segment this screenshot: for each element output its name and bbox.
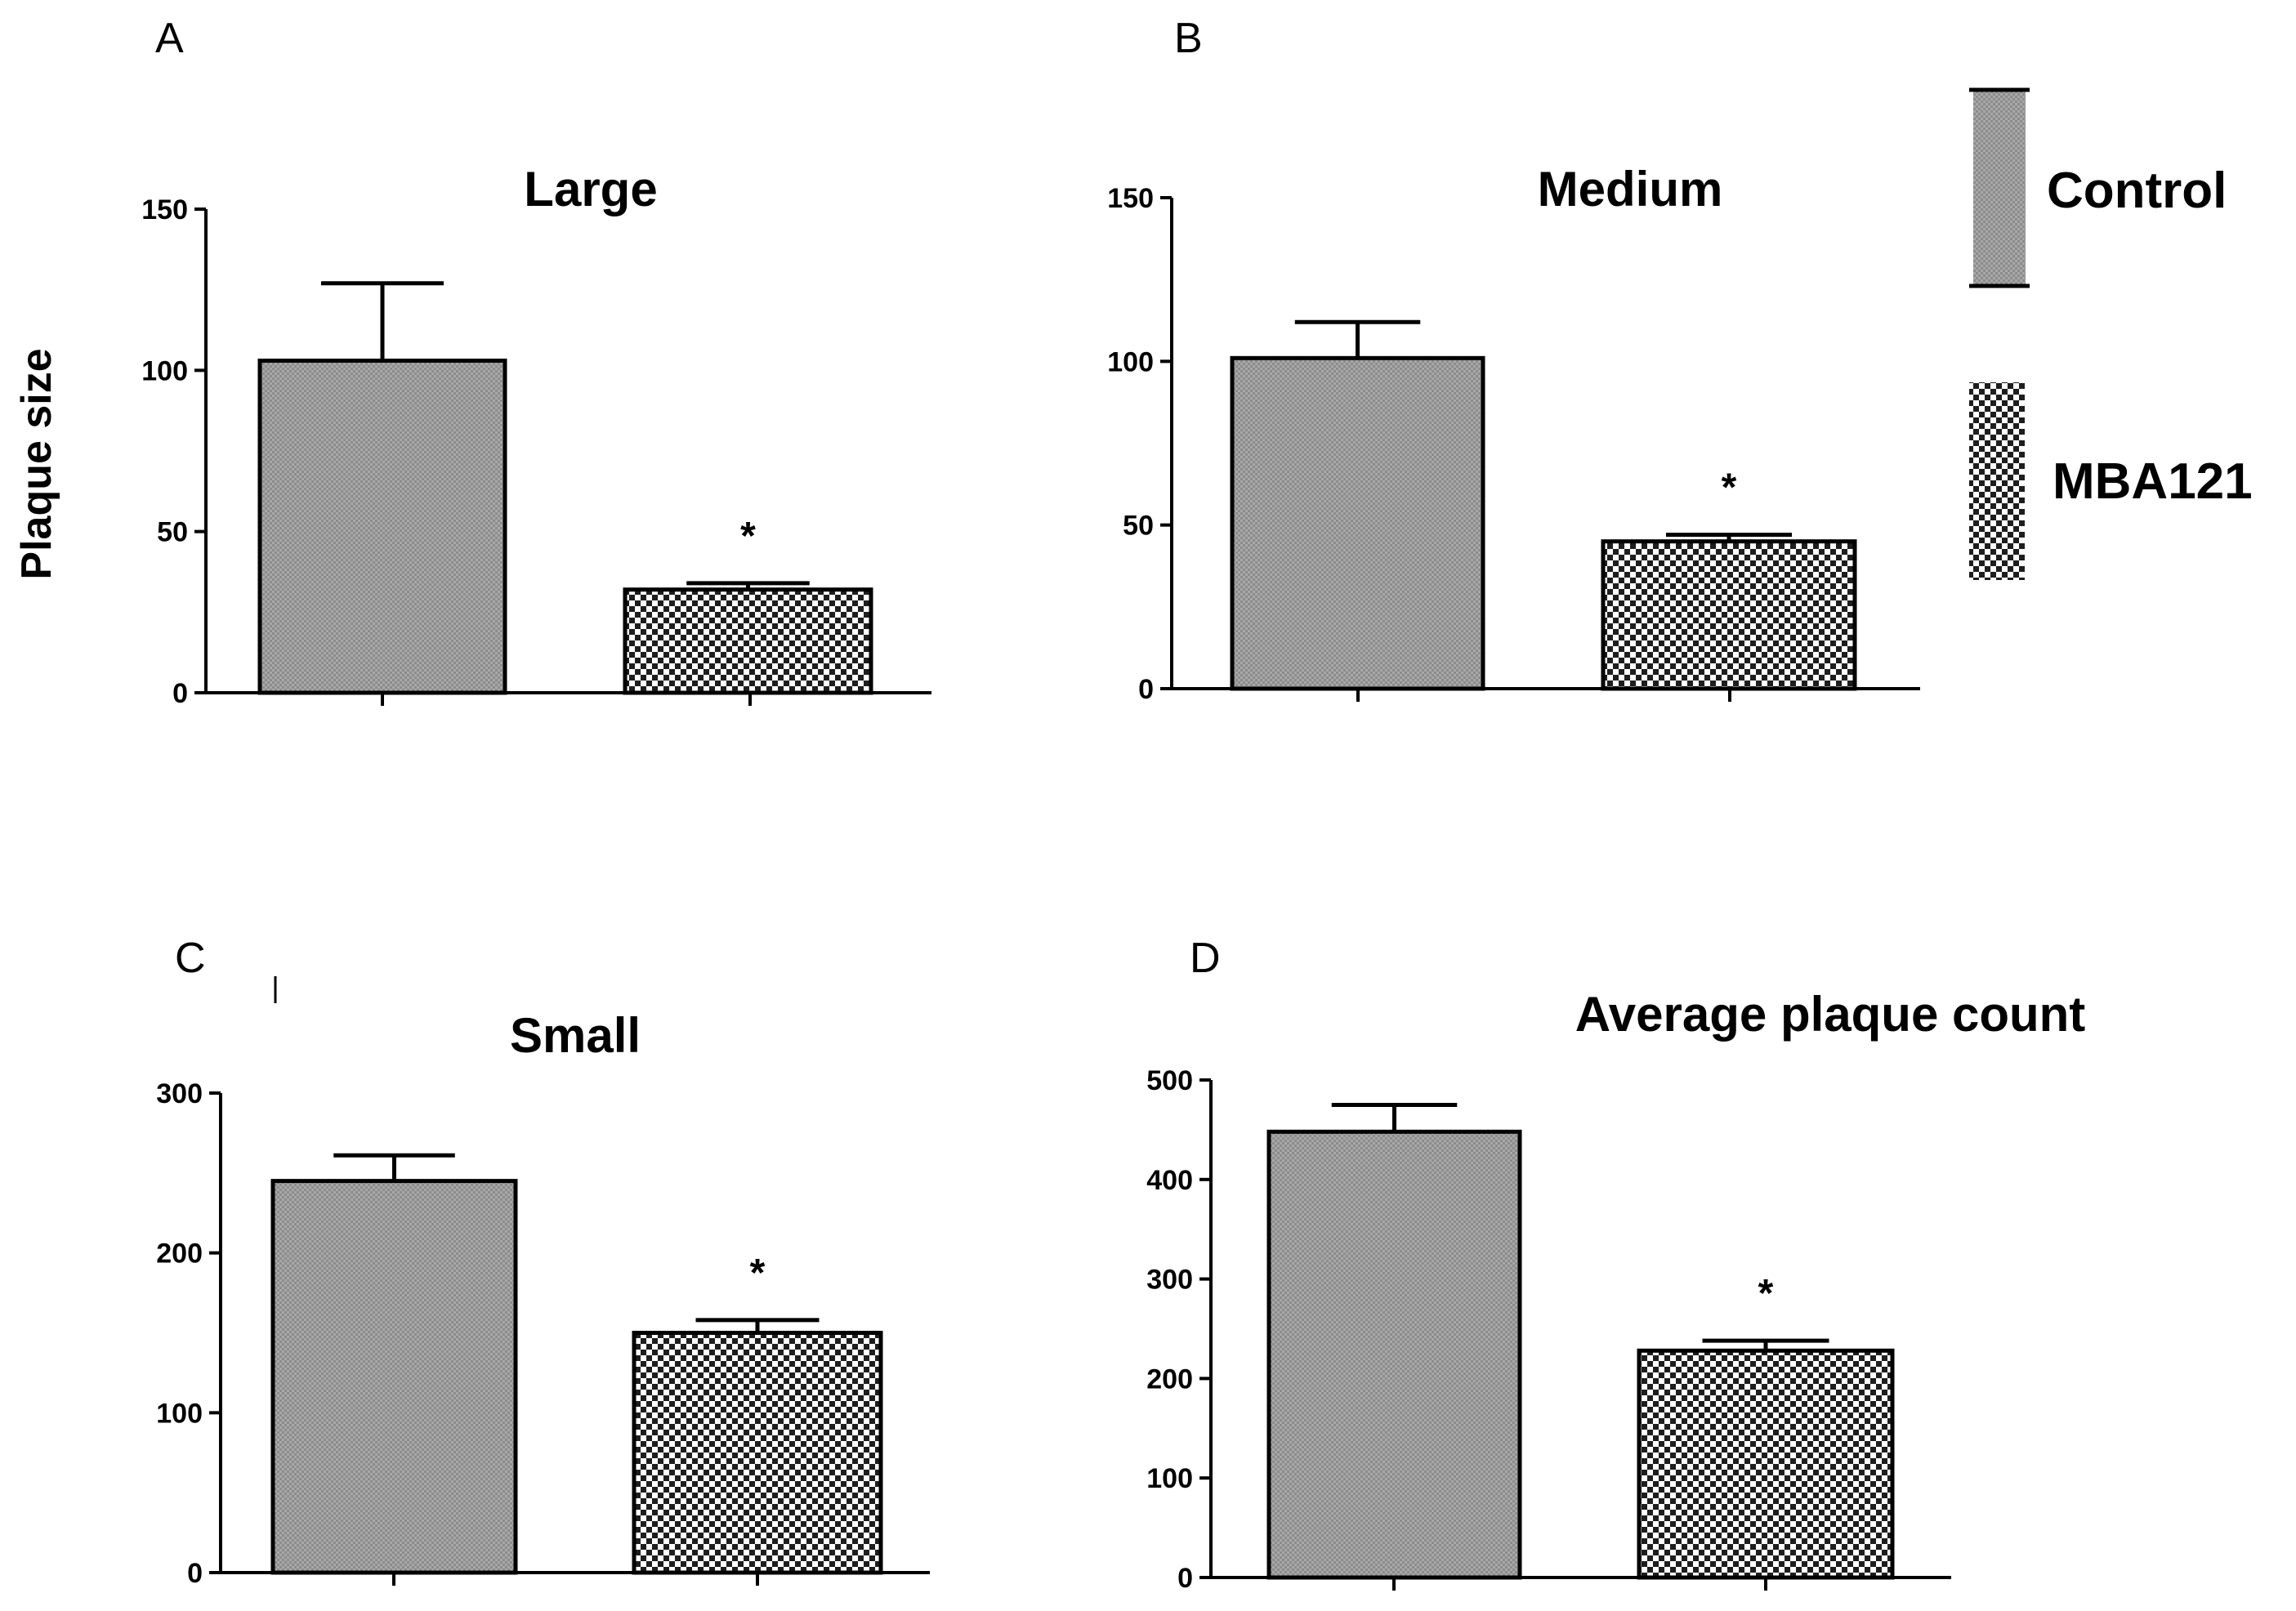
y-tick-label: 150 [1107,183,1154,214]
y-tick-label: 0 [172,678,188,709]
legend-label-mba121: MBA121 [2053,453,2253,510]
y-tick-label: 50 [157,517,188,548]
legend: Control MBA121 [1969,87,2253,580]
y-tick-label: 150 [141,194,188,225]
legend-swatch-mba121 [1969,382,2025,580]
legend-entry-control: Control [1969,87,2227,288]
y-tick-label: 300 [156,1078,203,1109]
bar-mba121 [1637,1348,1895,1580]
y-tick-label: 0 [1177,1563,1193,1594]
y-tick-label: 0 [187,1558,203,1589]
y-tick-label: 50 [1123,511,1154,542]
chart-title: Medium [1538,162,1723,216]
panel-b: B Medium 0 50 100 150 * [1107,15,1920,705]
y-tick-label: 500 [1146,1065,1193,1096]
panel-letter: C [175,935,206,982]
significance-marker: * [750,1252,766,1295]
y-tick-label: 300 [1146,1265,1193,1296]
panel-letter: D [1190,935,1221,982]
panel-c: C Small 0 100 200 300 * [156,935,930,1589]
bar-mba121 [1601,539,1857,691]
panel-letter: B [1174,15,1203,62]
legend-entry-mba121: MBA121 [1969,382,2253,580]
y-tick-label: 100 [156,1398,203,1429]
y-tick-label: 200 [156,1238,203,1270]
bar-control [270,1179,518,1575]
y-tick-label: 400 [1146,1165,1193,1196]
y-tick-label: 200 [1146,1363,1193,1395]
significance-marker: * [1722,466,1737,510]
panel-d: D Average plaque count 0 100 200 300 400 500 * [1146,935,2085,1594]
significance-marker: * [740,515,756,558]
panel-letter: A [155,15,184,62]
bar-mba121 [632,1331,883,1575]
bar-control [1230,355,1485,691]
y-tick-label: 100 [1107,346,1154,377]
chart-title: Average plaque count [1575,987,2086,1042]
bar-control [1266,1129,1522,1580]
y-tick-label: 0 [1138,674,1154,705]
y-tick-label: 100 [141,355,188,386]
significance-marker: * [1758,1272,1774,1315]
legend-swatch-control [1973,88,2026,286]
chart-title: Small [510,1008,641,1063]
chart-title: Large [524,162,657,216]
legend-label-control: Control [2047,163,2227,219]
y-axis-label: Plaque size [13,348,60,579]
y-tick-label: 100 [1146,1463,1193,1494]
panel-a: A Large 0 50 100 150 * [141,15,931,709]
bar-mba121 [623,587,873,695]
bar-control [257,358,507,695]
